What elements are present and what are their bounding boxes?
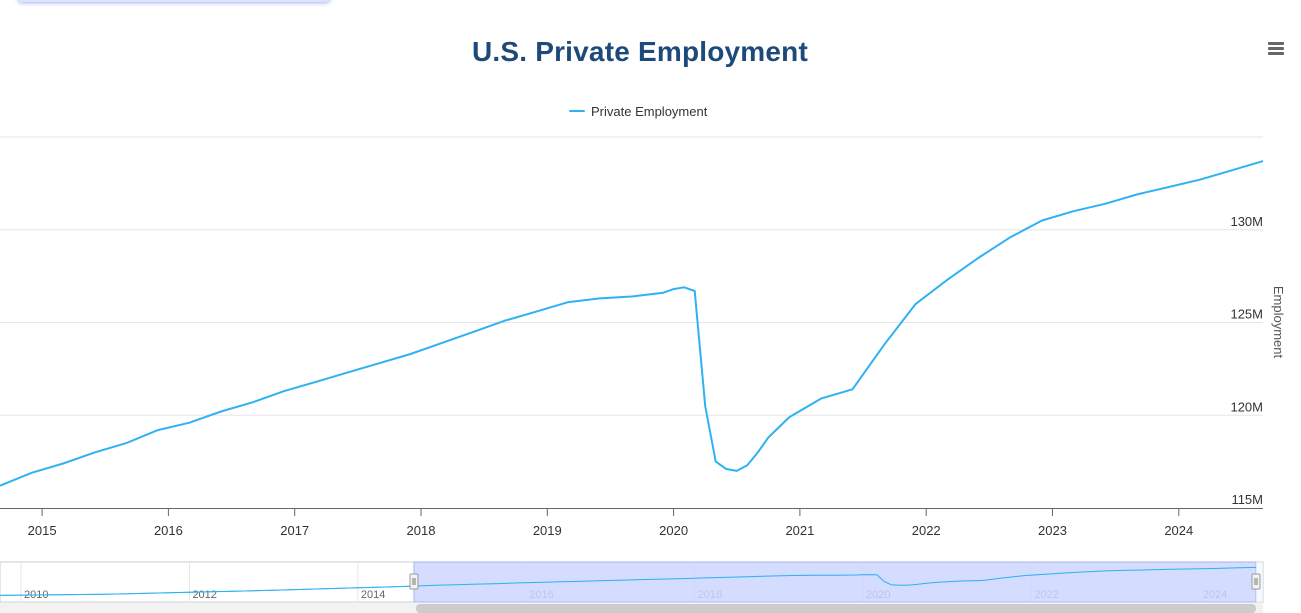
legend-label: Private Employment bbox=[591, 103, 708, 119]
range-navigator[interactable]: 20102012201420162018202020222024 bbox=[0, 561, 1264, 613]
y-tick-label: 125M bbox=[1230, 307, 1263, 322]
x-tick-label: 2016 bbox=[154, 523, 183, 538]
top-tab-indicator[interactable] bbox=[18, 0, 330, 2]
y-tick-label: 130M bbox=[1230, 214, 1263, 229]
x-tick-label: 2023 bbox=[1038, 523, 1067, 538]
navigator-tick-label: 2014 bbox=[361, 589, 385, 601]
y-axis: 115M 120M 125M 130M bbox=[1230, 214, 1263, 507]
x-tick-label: 2015 bbox=[28, 523, 57, 538]
x-tick-label: 2019 bbox=[533, 523, 562, 538]
legend-item[interactable]: Private Employment bbox=[569, 102, 707, 120]
chart-menu-button[interactable] bbox=[1266, 40, 1286, 60]
scrollbar-thumb[interactable] bbox=[415, 604, 1256, 613]
hamburger-menu-icon bbox=[1266, 42, 1286, 55]
x-tick-label: 2021 bbox=[785, 523, 814, 538]
series-private-employment bbox=[0, 160, 1264, 487]
x-tick-label: 2020 bbox=[659, 523, 688, 538]
grid-lines bbox=[0, 136, 1263, 416]
navigator-series-line-overlay bbox=[0, 566, 1257, 596]
chart-title: U.S. Private Employment bbox=[471, 36, 809, 67]
y-tick-label: 120M bbox=[1230, 399, 1263, 414]
legend-line-swatch bbox=[569, 110, 585, 112]
x-axis: 2015 2016 2017 2018 2019 2020 2021 2022 2023 2024 bbox=[0, 508, 1263, 538]
y-axis-title: Employment bbox=[1271, 286, 1286, 359]
y-tick-label: 115M bbox=[1231, 492, 1263, 507]
navigator-left-handle[interactable] bbox=[409, 573, 419, 590]
navigator-tick-label: 2012 bbox=[192, 589, 216, 601]
x-tick-label: 2022 bbox=[912, 523, 941, 538]
x-tick-label: 2018 bbox=[407, 523, 436, 538]
x-tick-label: 2024 bbox=[1164, 523, 1193, 538]
navigator-right-handle[interactable] bbox=[1251, 573, 1261, 590]
x-tick-label: 2017 bbox=[280, 523, 309, 538]
series-line[interactable] bbox=[0, 160, 1264, 487]
